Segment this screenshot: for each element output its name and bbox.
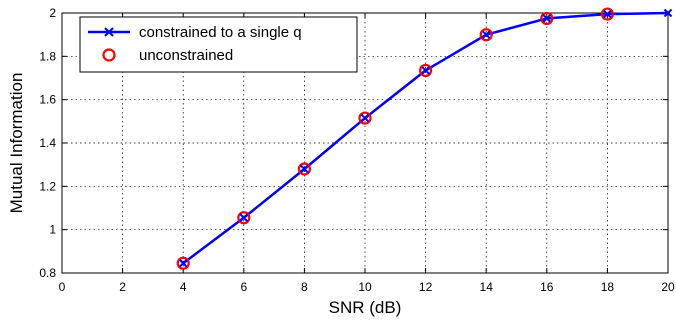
legend-circle-marker <box>102 48 116 62</box>
y-tick-label: 2 <box>49 6 56 20</box>
constrained-point-stroke <box>239 213 249 222</box>
x-tick-label: 12 <box>419 280 433 294</box>
legend-x-marker <box>104 27 114 37</box>
constrained-point <box>663 8 673 18</box>
unconstrained-point <box>540 11 554 26</box>
constrained-point <box>360 113 370 123</box>
legend: constrained to a single q unconstrained <box>79 16 358 73</box>
constrained-point-stroke <box>603 9 612 19</box>
x-tick-label: 4 <box>180 280 187 294</box>
y-axis-ticks: 0.8 1 1.2 1.4 1.6 1.8 2 <box>39 6 668 280</box>
constrained-point-stroke <box>300 164 309 174</box>
x-tick-label: 0 <box>59 280 66 294</box>
constrained-point <box>603 9 612 19</box>
x-tick-label: 6 <box>240 280 247 294</box>
unconstrained-point <box>237 211 251 225</box>
constrained-point-stroke <box>542 14 552 23</box>
x-tick-label: 20 <box>661 280 675 294</box>
y-tick-label: 1.6 <box>39 93 56 107</box>
constrained-point-stroke <box>663 8 673 18</box>
y-tick-label: 1.2 <box>39 179 56 193</box>
constrained-point <box>239 213 249 222</box>
grid <box>62 13 668 273</box>
constrained-point-stroke <box>481 30 491 39</box>
constrained-point <box>542 14 552 23</box>
x-tick-label: 10 <box>358 280 372 294</box>
x-tick-label: 16 <box>540 280 554 294</box>
x-tick-label: 14 <box>480 280 494 294</box>
unconstrained-point <box>600 7 615 21</box>
series-layer <box>176 7 673 270</box>
y-tick-label: 1.8 <box>39 49 56 63</box>
constrained-point <box>421 66 430 75</box>
unconstrained-point <box>297 162 311 176</box>
constrained-point <box>300 164 309 174</box>
y-tick-label: 1 <box>49 223 56 237</box>
legend-label-unconstrained: unconstrained <box>139 47 233 64</box>
unconstrained-point <box>479 28 493 42</box>
y-tick-label: 0.8 <box>39 266 56 280</box>
constrained-point-stroke <box>360 113 370 123</box>
unconstrained-point <box>419 63 433 78</box>
x-tick-label: 8 <box>301 280 308 294</box>
x-axis-ticks: 0 2 4 6 8 10 12 14 16 18 20 <box>59 13 675 294</box>
constrained-point-stroke <box>421 66 430 75</box>
legend-box <box>79 16 358 73</box>
constrained-point-stroke <box>178 259 188 268</box>
constrained-point <box>481 30 491 39</box>
constrained-point <box>178 259 188 268</box>
x-tick-label: 2 <box>119 280 126 294</box>
unconstrained-point <box>358 111 372 125</box>
unconstrained-point <box>176 256 190 270</box>
legend-label-constrained: constrained to a single q <box>139 24 302 41</box>
x-tick-label: 18 <box>601 280 615 294</box>
x-axis-label: SNR (dB) <box>329 298 402 317</box>
y-axis-label: Mutual Information <box>7 73 26 214</box>
y-tick-label: 1.4 <box>39 136 56 150</box>
